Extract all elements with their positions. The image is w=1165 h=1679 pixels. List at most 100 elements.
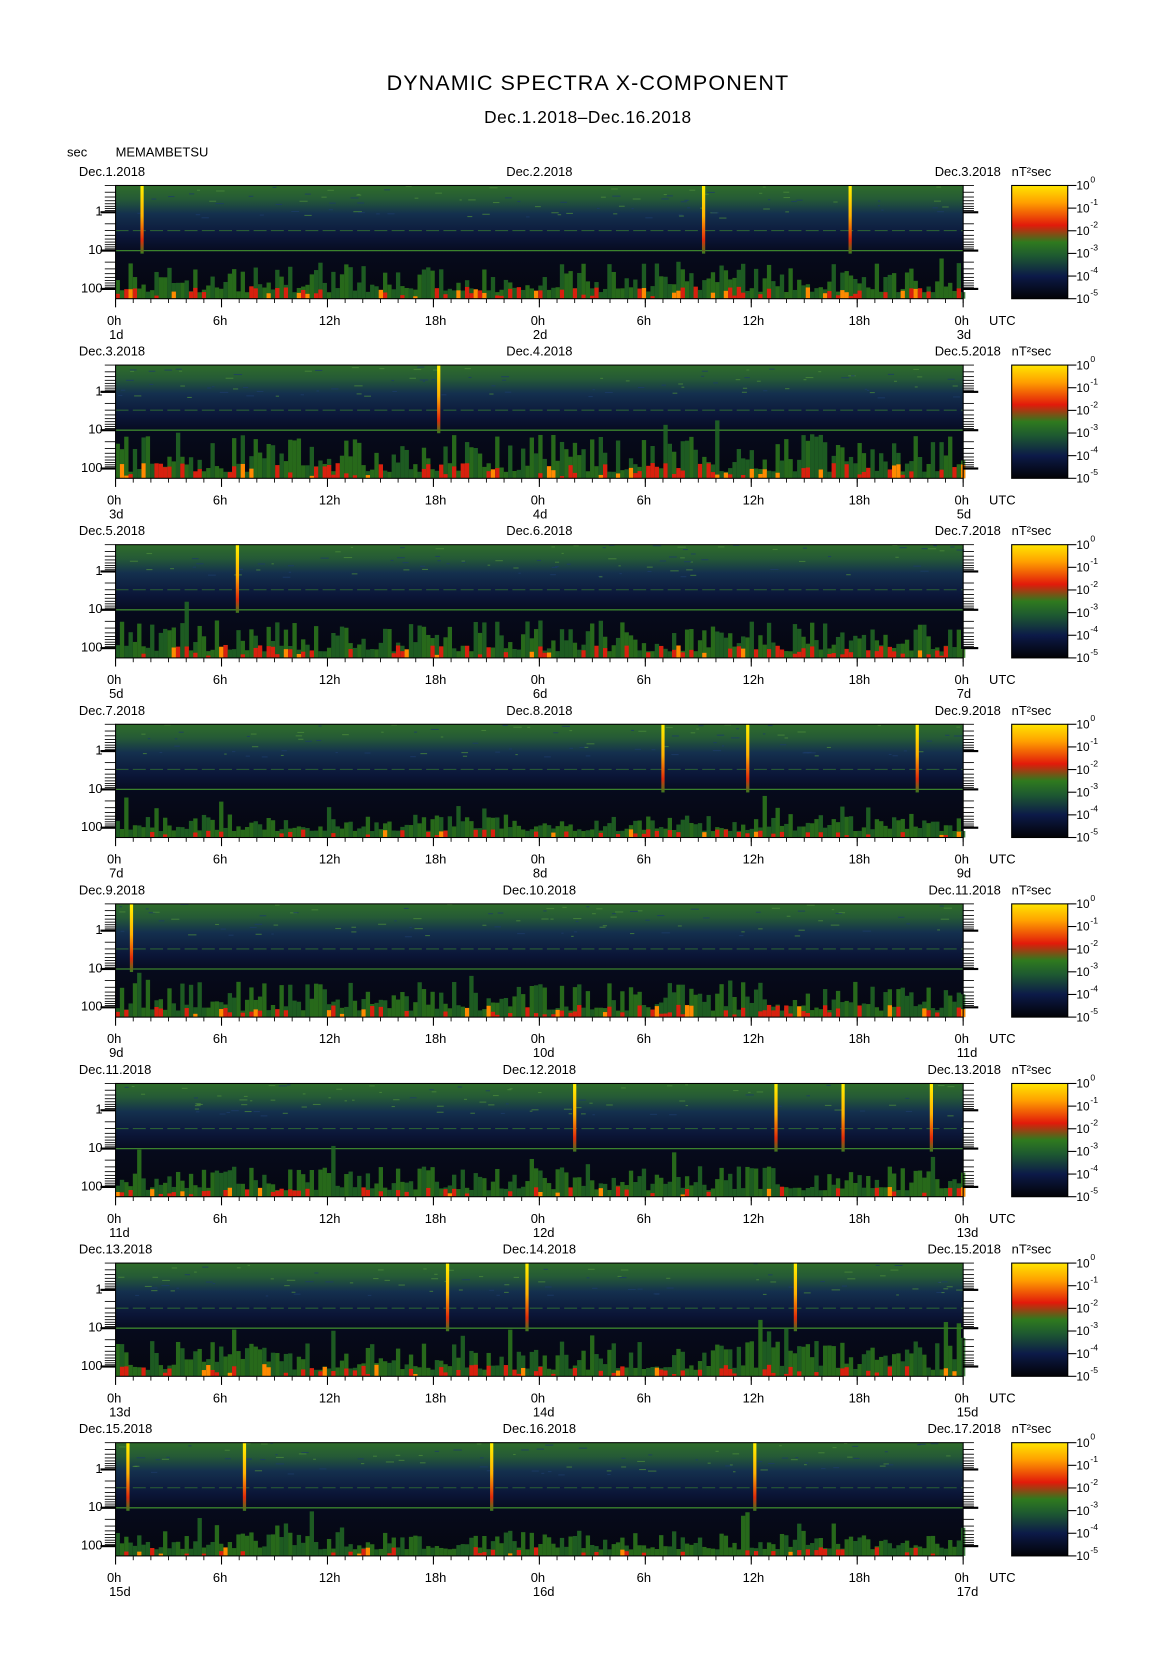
activity-green: [745, 290, 750, 299]
activity-red: [219, 646, 224, 658]
spectrum-speckle: [119, 911, 126, 913]
activity-green: [736, 269, 742, 299]
colorbar-tick-exponent: 0: [1090, 534, 1095, 544]
activity-red: [728, 287, 733, 299]
spectrum-speckle: [586, 743, 595, 745]
activity-green: [559, 985, 565, 1018]
activity-red: [861, 471, 867, 479]
activity-green: [439, 269, 444, 299]
activity-green: [395, 1547, 401, 1556]
activity-red: [602, 464, 608, 479]
colorbar-unit: nT²sec: [1012, 1062, 1052, 1077]
spectrum-speckle: [391, 379, 395, 382]
activity-green: [732, 822, 737, 838]
activity-green: [762, 644, 767, 658]
activity-green: [590, 623, 595, 658]
spectrum-speckle: [666, 1287, 674, 1289]
activity-green: [439, 992, 444, 1018]
spectrum-speckle: [943, 1288, 949, 1290]
activity-green: [792, 830, 798, 838]
activity-red: [288, 649, 293, 658]
spectrum-speckle: [393, 1099, 400, 1101]
activity-red: [741, 648, 746, 658]
activity-green: [590, 1544, 595, 1556]
activity-red: [602, 1012, 608, 1018]
activity-green: [512, 648, 517, 658]
activity-green: [646, 1190, 651, 1197]
activity-green: [486, 1190, 491, 1197]
activity-green: [848, 640, 854, 658]
colorbar-tick-base: 10: [1076, 1347, 1090, 1361]
colorbar-tick-base: 10: [1076, 942, 1090, 956]
spectrum-speckle: [777, 734, 785, 736]
activity-red: [167, 466, 172, 479]
activity-red: [331, 474, 336, 479]
spectrum-speckle: [806, 904, 815, 906]
activity-green: [301, 465, 306, 479]
activity-green: [887, 1166, 892, 1197]
activity-green: [546, 289, 552, 299]
x-tick-label: 0h: [955, 313, 969, 328]
activity-red: [926, 654, 931, 658]
activity-red: [464, 463, 470, 479]
spectrum-speckle: [231, 1110, 239, 1112]
activity-green: [848, 1172, 854, 1197]
spectrum-speckle: [328, 209, 333, 211]
spectrum-speckle: [784, 737, 789, 739]
activity-red: [559, 289, 565, 299]
activity-green: [395, 1348, 401, 1377]
spectrum-speckle: [618, 205, 625, 207]
activity-green: [348, 1544, 353, 1556]
spectrum-speckle: [241, 1104, 248, 1106]
spectrum-speckle: [952, 396, 960, 398]
activity-green: [542, 823, 547, 838]
activity-green: [374, 822, 379, 838]
spectrum-speckle: [690, 732, 696, 734]
spectrum-speckle: [566, 563, 571, 565]
activity-red: [663, 1013, 668, 1018]
colorbar-tick-base: 10: [1076, 381, 1090, 395]
activity-green: [521, 829, 526, 838]
spectrum-speckle: [246, 735, 250, 737]
activity-green: [421, 626, 427, 658]
activity-green: [188, 820, 194, 838]
activity-green: [529, 829, 534, 838]
activity-red: [490, 829, 496, 838]
spectrum-speckle: [769, 368, 775, 370]
activity-green: [137, 623, 142, 658]
activity-green: [482, 622, 487, 658]
activity-green: [870, 1549, 875, 1556]
spectrum-speckle: [391, 724, 397, 726]
spectrum-speckle: [536, 559, 541, 562]
spectrum-speckle: [562, 906, 567, 908]
activity-red: [288, 472, 293, 479]
activity-green: [728, 633, 733, 658]
activity-green: [835, 445, 841, 479]
activity-green: [896, 820, 901, 838]
activity-red: [641, 1552, 647, 1556]
spectrum-speckle: [899, 547, 907, 549]
activity-red: [594, 645, 599, 658]
colorbar-unit: nT²sec: [1012, 1421, 1052, 1436]
spectrum-speckle: [717, 546, 725, 548]
activity-green: [150, 1341, 155, 1377]
spectrum-speckle: [255, 933, 262, 935]
spectrum-speckle: [261, 1443, 268, 1445]
activity-red: [572, 1368, 578, 1377]
activity-red: [615, 834, 621, 838]
spectrum-speckle: [563, 1108, 572, 1110]
spectrum-speckle: [120, 930, 125, 932]
spectrum-speckle: [278, 1085, 287, 1087]
activity-red: [952, 1371, 957, 1377]
spectrum-speckle: [536, 1448, 544, 1450]
activity-green: [922, 1354, 927, 1377]
spectrum-speckle: [275, 1454, 278, 1456]
activity-red: [620, 1366, 625, 1377]
activity-green: [132, 1545, 138, 1556]
activity-red: [672, 292, 677, 299]
y-unit: sec: [67, 145, 88, 160]
activity-green: [909, 1182, 914, 1197]
spectrum-speckle: [600, 196, 606, 198]
activity-red: [835, 295, 841, 299]
spectrum-speckle: [615, 911, 624, 913]
